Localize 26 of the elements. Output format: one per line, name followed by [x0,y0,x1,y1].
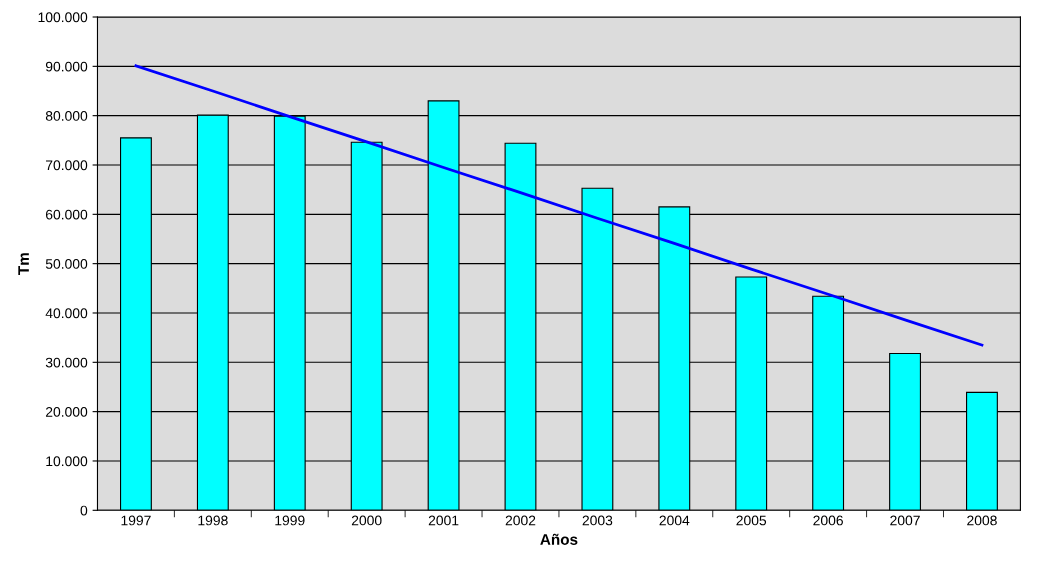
x-tick-label: 2005 [736,515,767,526]
y-tick-label: 80.000 [45,111,88,121]
line-series [134,64,984,347]
x-tick-label: 1999 [275,515,305,526]
x-tick-label: 1998 [198,515,228,526]
y-tick-label: 90.000 [45,61,88,72]
y-tick-label: 60.000 [45,209,88,220]
y-tick-label: 70.000 [45,160,88,171]
x-tick-label: 2000 [351,515,382,526]
y-axis-title: Tm [18,253,29,275]
y-tick-label: 30.000 [45,357,88,368]
x-tick-label: 2007 [890,515,920,526]
y-tick-label: 50.000 [45,258,88,269]
y-tick-label: 10.000 [46,456,88,467]
y-tick-label: 0 [80,505,88,516]
y-tick-label: 20.000 [45,406,88,417]
x-tick-label: 2003 [582,515,613,526]
y-tick-label: 100.000 [38,12,88,23]
x-tick-label: 2006 [813,515,843,526]
x-axis-title: Años [540,533,578,545]
x-tick-label: 2008 [967,515,997,526]
y-tick-label: 40.000 [45,308,88,319]
x-tick-label: 2004 [659,515,690,526]
x-tick-label: 1997 [121,515,151,526]
x-tick-label: 2002 [505,515,536,526]
x-tick-label: 2001 [428,515,459,526]
